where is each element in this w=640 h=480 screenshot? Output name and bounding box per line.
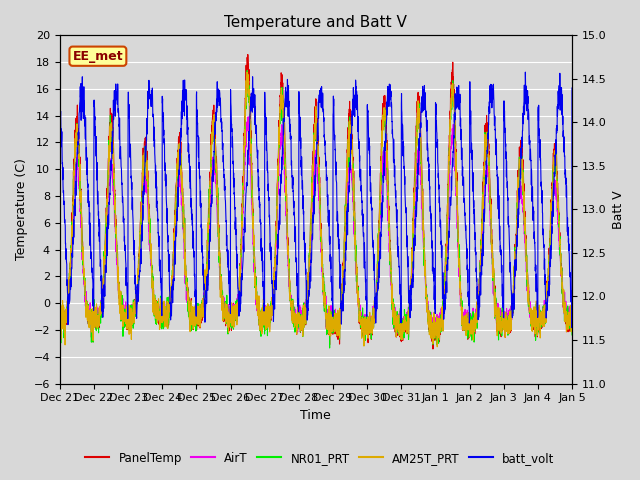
Legend: PanelTemp, AirT, NR01_PRT, AM25T_PRT, batt_volt: PanelTemp, AirT, NR01_PRT, AM25T_PRT, ba… [81,447,559,469]
Y-axis label: Temperature (C): Temperature (C) [15,158,28,260]
Y-axis label: Batt V: Batt V [612,190,625,229]
X-axis label: Time: Time [301,409,332,422]
Title: Temperature and Batt V: Temperature and Batt V [225,15,407,30]
Text: EE_met: EE_met [72,50,124,63]
